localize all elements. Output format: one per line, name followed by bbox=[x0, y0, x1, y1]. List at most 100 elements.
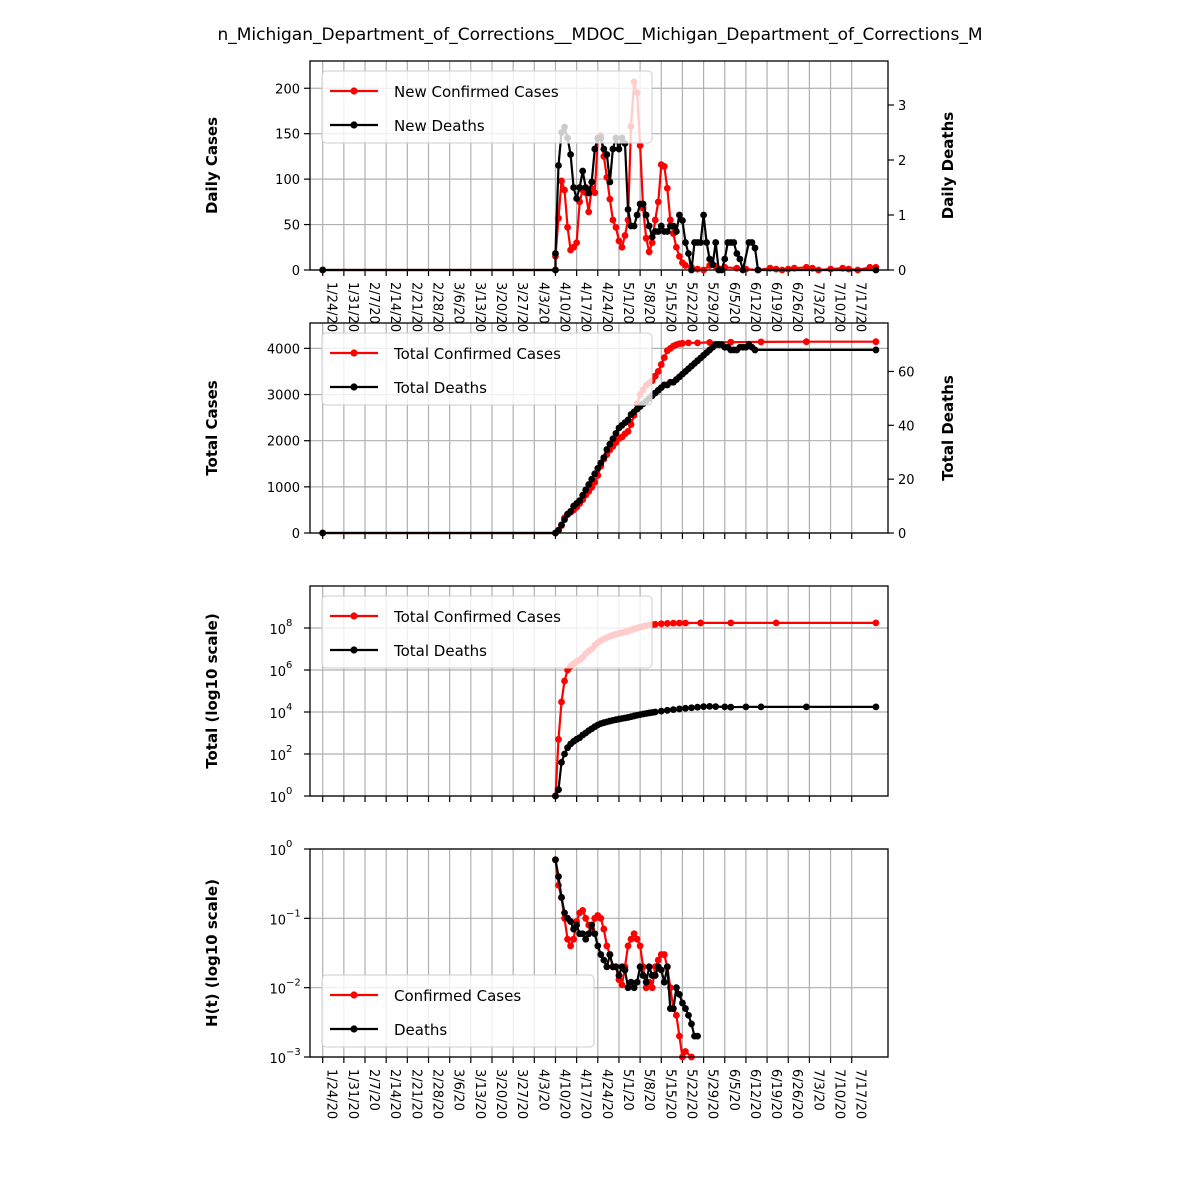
legend-marker bbox=[350, 87, 358, 95]
series-point bbox=[682, 1048, 689, 1055]
legend-box bbox=[321, 974, 595, 1048]
series-point bbox=[685, 250, 692, 257]
y-tick-label: 4000 bbox=[267, 342, 300, 357]
series-point bbox=[688, 704, 695, 712]
series-point bbox=[645, 248, 653, 256]
series-point bbox=[609, 216, 617, 224]
series-point bbox=[697, 239, 704, 246]
y-tick-base: 10 bbox=[269, 623, 286, 638]
y-axis-title: Daily Cases bbox=[203, 117, 221, 214]
x-tick-label: 3/20/20 bbox=[493, 1069, 508, 1119]
series-point bbox=[657, 222, 665, 230]
x-tick-label: 2/7/20 bbox=[366, 282, 381, 324]
series-point bbox=[802, 338, 810, 346]
series-point bbox=[772, 619, 780, 627]
series-point bbox=[679, 217, 686, 224]
series-point bbox=[654, 956, 662, 964]
x-tick-label: 5/22/20 bbox=[683, 282, 698, 332]
series-point bbox=[621, 966, 629, 974]
series-point bbox=[561, 677, 568, 685]
series-point bbox=[567, 151, 574, 158]
x-tick-label: 6/19/20 bbox=[768, 282, 783, 332]
x-tick-label: 2/21/20 bbox=[408, 282, 423, 332]
series-point bbox=[582, 486, 590, 494]
legend-label: Deaths bbox=[394, 1021, 447, 1039]
y-tick-label: 1000 bbox=[267, 481, 300, 496]
series-point bbox=[727, 338, 735, 346]
series-point bbox=[657, 361, 665, 368]
series-point bbox=[561, 186, 568, 194]
series-point bbox=[642, 211, 650, 219]
series-point bbox=[751, 244, 759, 252]
x-tick-label: 5/29/20 bbox=[705, 282, 720, 332]
series-point bbox=[672, 1011, 680, 1019]
series-point bbox=[636, 142, 644, 149]
chart-panel-ht: 10−310−210−110 0H(t) (log10 scale) Confirm… bbox=[203, 839, 889, 1119]
series-point bbox=[558, 894, 565, 901]
series-point bbox=[615, 237, 623, 245]
x-tick-label: 4/3/20 bbox=[535, 1069, 550, 1111]
y-axis-title: H(t) (log10 scale) bbox=[203, 879, 221, 1027]
series-point bbox=[555, 786, 562, 794]
y-tick-base: 10 bbox=[269, 1052, 286, 1067]
series-point bbox=[555, 526, 562, 534]
series-point bbox=[555, 735, 562, 743]
series-point bbox=[597, 951, 605, 958]
series-point bbox=[630, 984, 638, 992]
series-point bbox=[561, 516, 568, 523]
x-tick-label: 3/27/20 bbox=[514, 282, 529, 332]
series-point bbox=[676, 990, 683, 998]
series-point bbox=[567, 942, 574, 950]
series-point bbox=[621, 232, 629, 239]
x-tick-label: 6/12/20 bbox=[747, 1069, 762, 1119]
series-point bbox=[672, 984, 680, 992]
x-tick-label: 4/10/20 bbox=[556, 282, 571, 332]
series-point bbox=[567, 508, 574, 515]
plot-frame bbox=[309, 848, 889, 1058]
y-tick-label: 10 bbox=[269, 791, 286, 806]
series-point bbox=[685, 339, 692, 347]
series-point bbox=[570, 184, 578, 191]
series-point bbox=[636, 942, 644, 950]
x-tick-label: 6/19/20 bbox=[768, 1069, 783, 1119]
series-point bbox=[573, 195, 581, 202]
series-point bbox=[663, 963, 671, 971]
y-tick-exponent: −3 bbox=[286, 1047, 301, 1058]
series-point bbox=[676, 211, 683, 219]
x-tick-label: 2/14/20 bbox=[387, 282, 402, 332]
series-point bbox=[573, 239, 581, 247]
series-point bbox=[682, 239, 689, 246]
series-point bbox=[697, 619, 704, 627]
x-tick-label: 4/10/20 bbox=[556, 1069, 571, 1119]
series-point bbox=[609, 435, 617, 443]
series-point bbox=[669, 706, 677, 714]
legend-marker bbox=[350, 646, 358, 654]
series-point bbox=[682, 704, 689, 712]
legend-label: Confirmed Cases bbox=[394, 987, 521, 1005]
series-point bbox=[657, 966, 665, 974]
series-point bbox=[624, 428, 632, 435]
x-tick-label: 5/15/20 bbox=[662, 1069, 677, 1119]
series-point bbox=[579, 491, 587, 499]
y-tick-label: 150 bbox=[275, 128, 300, 143]
series-point bbox=[654, 198, 662, 206]
x-tick-label: 2/21/20 bbox=[408, 1069, 423, 1119]
x-tick-label: 3/13/20 bbox=[472, 282, 487, 332]
series-point bbox=[663, 620, 671, 627]
series-point bbox=[627, 978, 635, 986]
series-point bbox=[600, 454, 608, 462]
legend-marker bbox=[350, 121, 358, 129]
series-line bbox=[322, 124, 876, 272]
series-point bbox=[585, 189, 593, 197]
y-tick-exponent: 8 bbox=[286, 618, 292, 629]
y-tick-base: 10 bbox=[269, 983, 286, 998]
x-tick-label: 2/14/20 bbox=[387, 1069, 402, 1119]
series-point bbox=[648, 233, 656, 241]
series-point bbox=[561, 909, 568, 917]
legend-marker bbox=[350, 991, 358, 999]
series-point bbox=[573, 921, 581, 929]
series-point bbox=[576, 184, 584, 191]
series-point bbox=[706, 338, 714, 346]
series-point bbox=[618, 243, 626, 251]
